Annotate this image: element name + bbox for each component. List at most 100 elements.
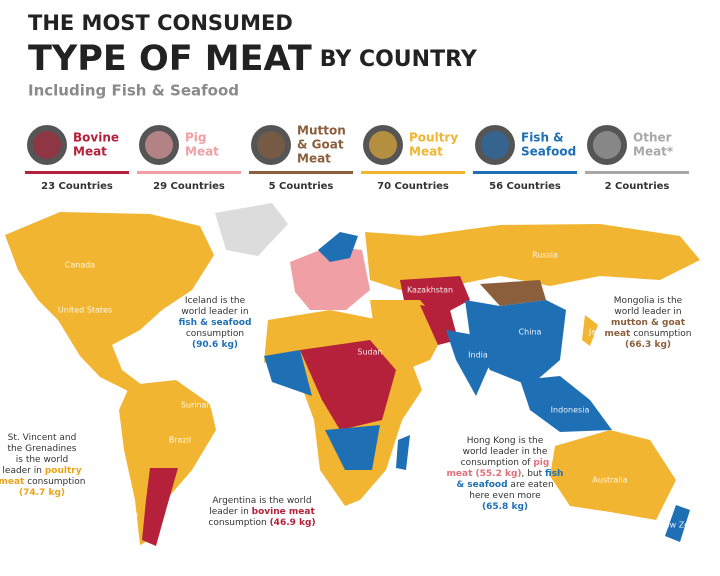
country-label: Australia	[592, 476, 627, 485]
argentina	[142, 468, 178, 546]
annotation-line: (66.3 kg)	[625, 340, 671, 350]
annotation-run: world leader in	[181, 307, 248, 317]
russia	[365, 224, 700, 290]
annotation-run: world leader in	[614, 307, 681, 317]
country-label: Sudan	[357, 348, 382, 357]
china	[465, 300, 566, 386]
country-label: Japan	[588, 328, 611, 337]
annotation-run: are eaten	[508, 480, 554, 490]
africa-south	[325, 425, 380, 470]
annotation-line: (74.7 kg)	[19, 488, 65, 498]
annotation-run: (90.6 kg)	[192, 340, 238, 350]
annotation-run: mutton & goat	[611, 318, 686, 328]
annotation-line: leader in bovine meat	[209, 507, 315, 517]
legend-count: 29 Countries	[153, 181, 225, 192]
country-label: United States	[58, 306, 112, 315]
annotation-line: is the world	[16, 455, 68, 465]
annotation-line: Iceland is the	[185, 296, 246, 306]
annotation-run: (66.3 kg)	[625, 340, 671, 350]
legend-icon-inner	[33, 131, 61, 159]
legend-label: Meat	[73, 145, 107, 159]
japan	[582, 315, 598, 346]
annotation-run: the Grenadines	[7, 444, 76, 454]
annotation-line: consumption	[186, 329, 244, 339]
country-label: Peru	[103, 454, 121, 463]
legend-label: Bovine	[73, 131, 119, 145]
legend-underline	[585, 171, 689, 174]
legend-icon-inner	[257, 131, 285, 159]
legend-underline	[361, 171, 465, 174]
title-small-text: BY COUNTRY	[320, 47, 478, 72]
annotation-run: & seafood	[456, 480, 507, 490]
country-label: Kazakhstan	[407, 286, 453, 295]
legend-label: Meat	[409, 145, 443, 159]
europe	[290, 246, 370, 310]
legend-label: Pig	[185, 131, 207, 145]
legend-underline	[249, 171, 353, 174]
annotation-line: St. Vincent and	[8, 433, 77, 443]
annotation-run: pig	[533, 458, 549, 468]
legend-count: 5 Countries	[269, 181, 334, 192]
annotation-line: Hong Kong is the	[467, 436, 544, 446]
country-label: India	[468, 351, 488, 360]
new-zealand	[665, 505, 690, 542]
country-label: Indonesia	[551, 406, 590, 415]
country-label: Canada	[65, 261, 96, 270]
annotation-line: (65.8 kg)	[482, 502, 528, 512]
australia	[550, 430, 676, 520]
annotation-run: consumption	[630, 329, 691, 339]
south-america	[119, 380, 216, 545]
annotation-run: meat (55.2 kg)	[447, 469, 522, 479]
annotation-line: meat consumption	[0, 477, 86, 487]
annotation-run: leader in	[209, 507, 251, 517]
annotation-line: Mongolia is the	[614, 296, 683, 306]
annotation-run: bovine meat	[252, 507, 316, 517]
annotation-line: Argentina is the world	[212, 496, 311, 506]
country-label: Russia	[532, 251, 558, 260]
country-label: Chile	[118, 511, 138, 520]
country-label: China	[519, 328, 542, 337]
annotation-run: Mongolia is the	[614, 296, 683, 306]
legend-count: 23 Countries	[41, 181, 113, 192]
annotation-run: meat	[0, 477, 25, 487]
country-label: Madagascar	[386, 486, 435, 495]
greenland	[215, 203, 288, 256]
country-label: South Africa	[351, 511, 400, 520]
madagascar	[396, 435, 410, 470]
legend-count: 56 Countries	[489, 181, 561, 192]
legend-icon-inner	[593, 131, 621, 159]
annotation-line: the Grenadines	[7, 444, 76, 454]
annotation-line: world leader in the	[463, 447, 548, 457]
legend-count: 2 Countries	[605, 181, 670, 192]
africa-central	[300, 340, 396, 430]
scandinavia	[318, 232, 358, 262]
annotation-run: fish	[545, 469, 563, 479]
legend-label: Poultry	[409, 131, 458, 145]
annotation-run: fish & seafood	[179, 318, 252, 328]
legend-label: Meat*	[633, 145, 674, 159]
country-label: Brazil	[169, 436, 191, 445]
india	[446, 330, 496, 396]
mongolia	[480, 280, 546, 306]
legend-label: Seafood	[521, 145, 576, 159]
legend-label: & Goat	[297, 138, 344, 152]
country-label: Suriname	[181, 401, 219, 410]
legend-underline	[137, 171, 241, 174]
annotation-run: (74.7 kg)	[19, 488, 65, 498]
annotation-run: St. Vincent and	[8, 433, 77, 443]
annotation-line: consumption (46.9 kg)	[208, 518, 315, 528]
legend-label: Meat	[297, 152, 331, 166]
annotation-line: (90.6 kg)	[192, 340, 238, 350]
title-big: TYPE OF MEAT BY COUNTRY	[28, 39, 478, 79]
annotation-line: consumption of pig	[461, 458, 550, 468]
legend-icon-inner	[481, 131, 509, 159]
annotation-line: & seafood are eaten	[456, 480, 553, 490]
annotation-line: meat consumption	[605, 329, 692, 339]
annotation-run: is the world	[16, 455, 68, 465]
annotation-run: meat	[605, 329, 632, 339]
subtitle: Including Fish & Seafood	[28, 82, 239, 100]
title-line1: THE MOST CONSUMED	[28, 11, 293, 35]
